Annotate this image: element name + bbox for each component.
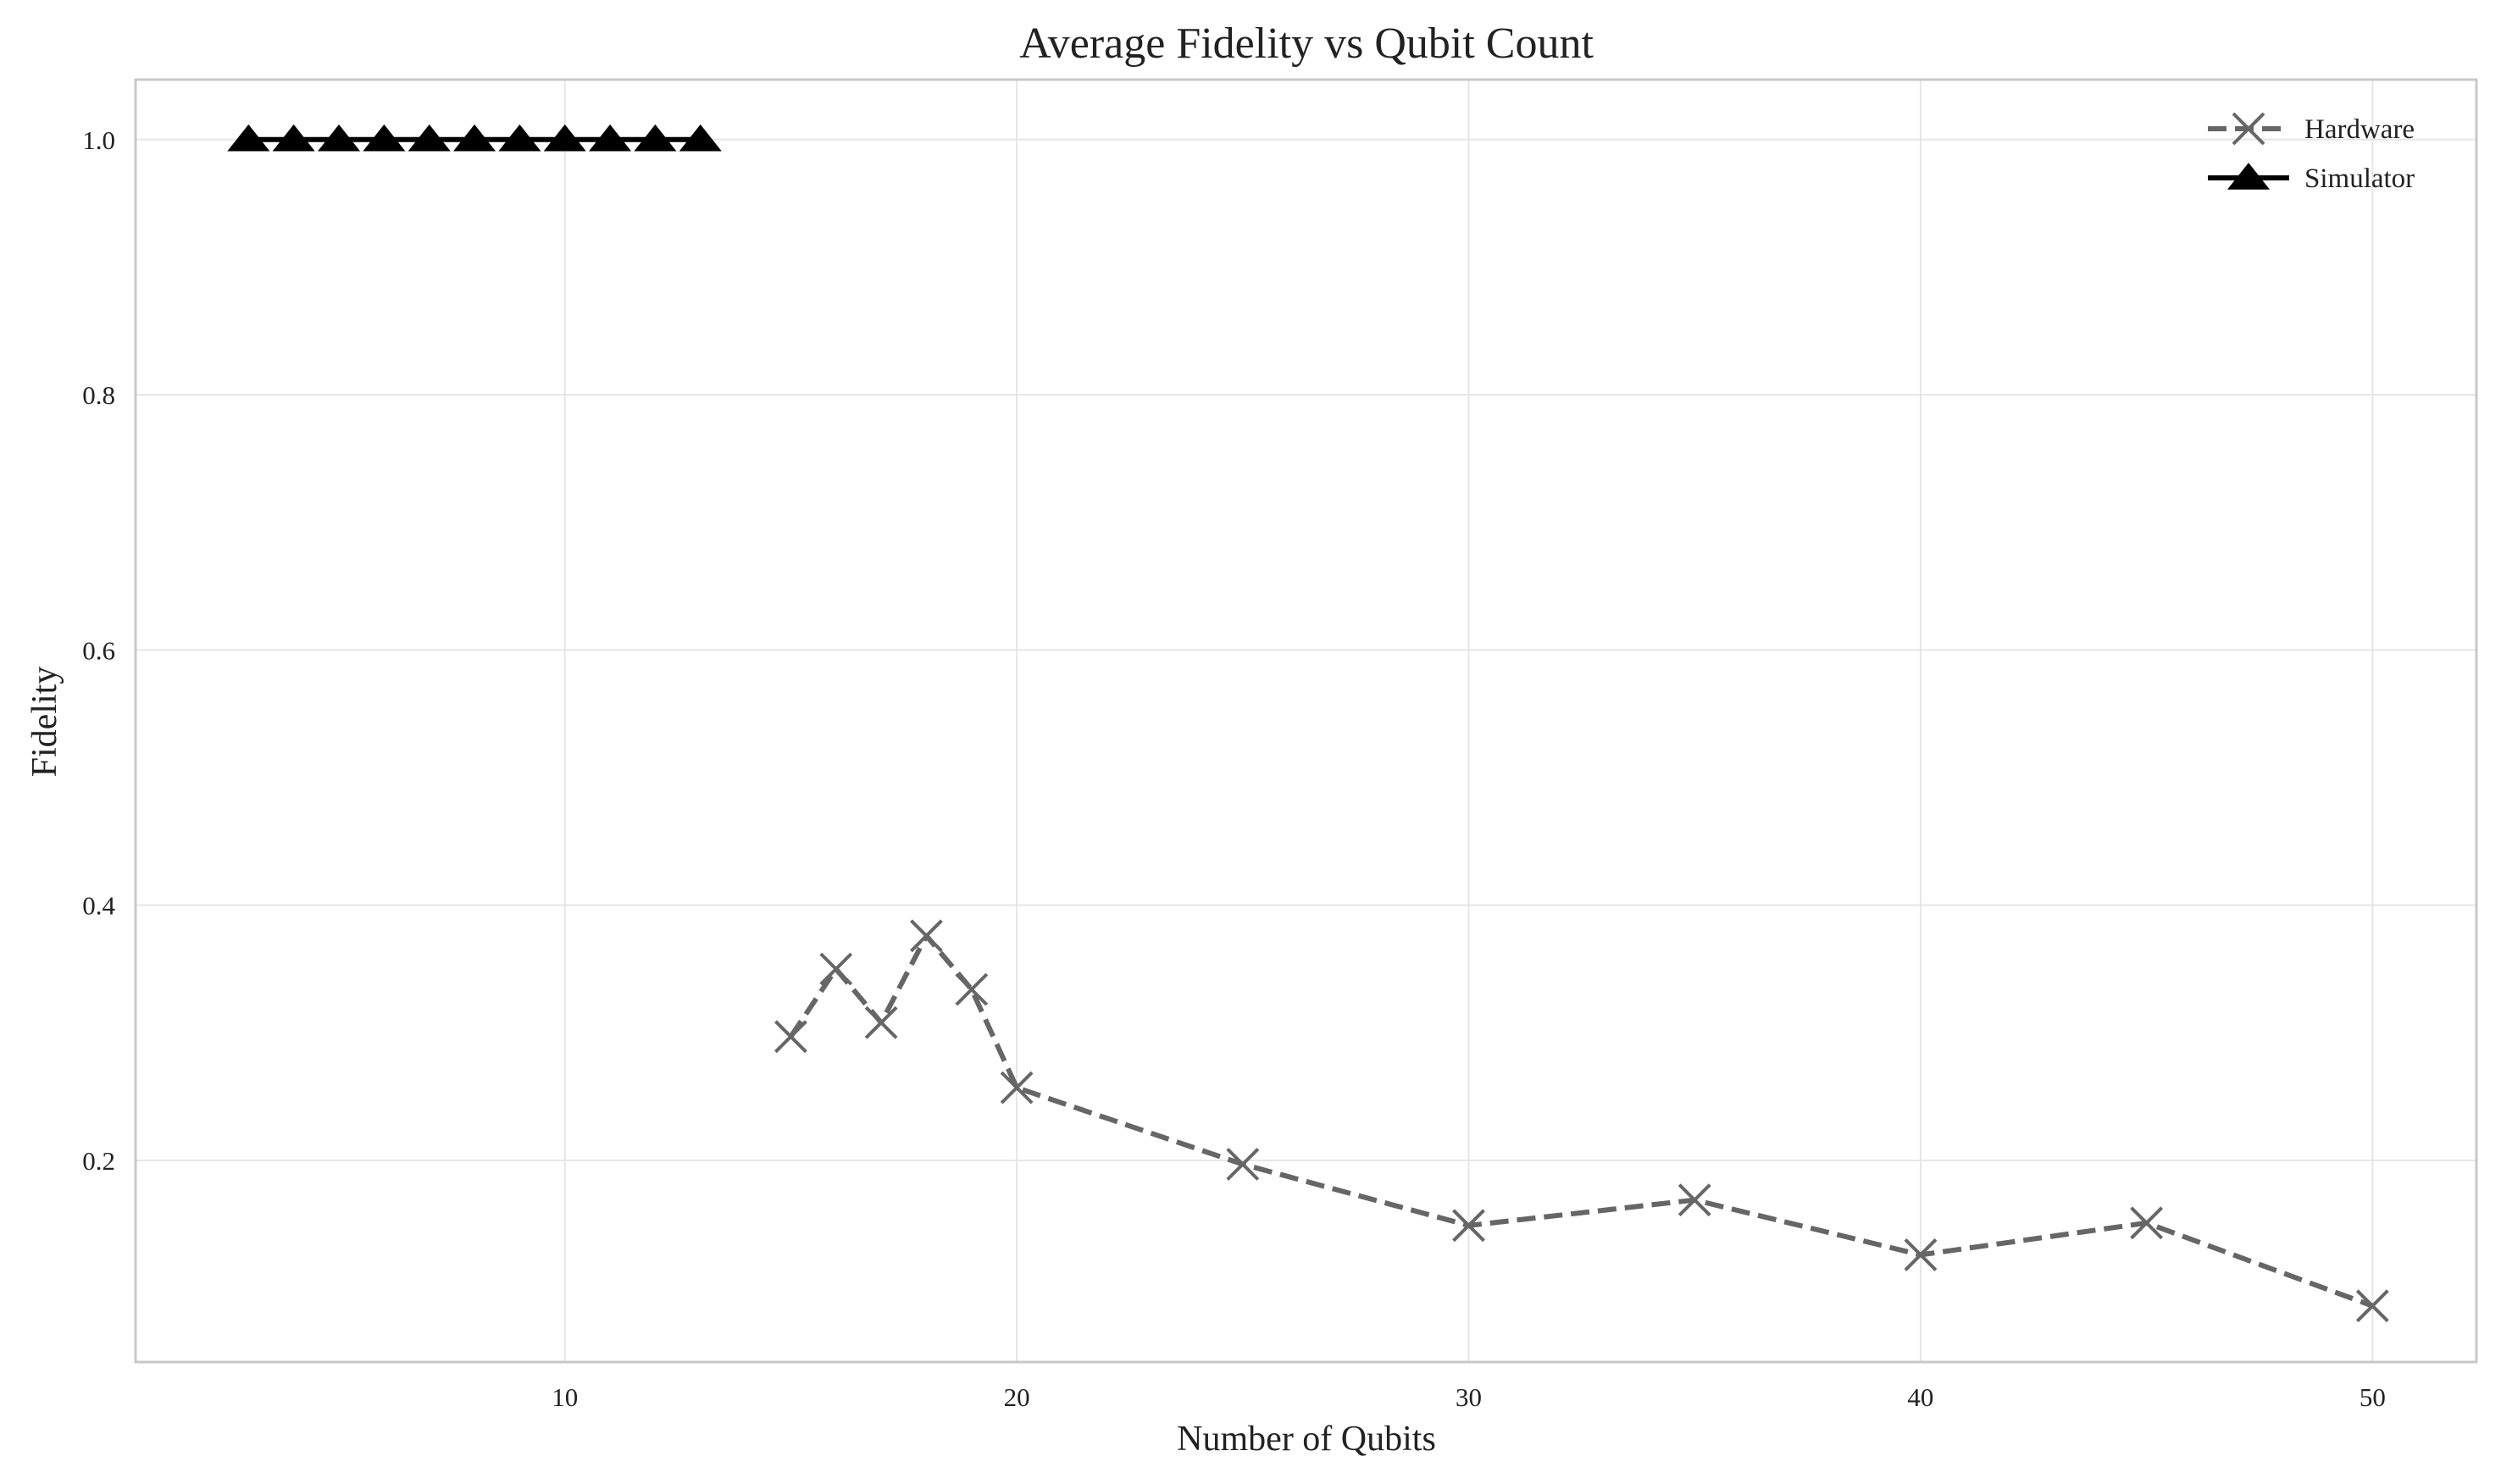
hardware-series (774, 919, 2389, 1323)
grid (136, 80, 2476, 1362)
legend-label-simulator: Simulator (2304, 163, 2415, 194)
hardware-point (1452, 1209, 1485, 1243)
simulator-point (634, 124, 677, 152)
legend: Hardware Simulator (2208, 112, 2415, 194)
y-tick-label: 0.8 (82, 380, 115, 410)
simulator-point (498, 124, 541, 152)
y-axis-title: Fidelity (25, 667, 64, 778)
simulator-point (589, 124, 632, 152)
legend-label-hardware: Hardware (2304, 114, 2415, 145)
chart-title: Average Fidelity vs Qubit Count (1019, 19, 1594, 68)
simulator-point (272, 124, 315, 152)
simulator-series (227, 124, 722, 152)
hardware-point (1904, 1238, 1938, 1271)
simulator-point (227, 124, 270, 152)
x-tick-label: 20 (1004, 1382, 1030, 1412)
legend-marker-simulator (2226, 163, 2271, 190)
x-axis: 10 20 30 40 50 (552, 1382, 2386, 1412)
x-axis-title: Number of Qubits (1177, 1420, 1436, 1459)
hardware-point (1000, 1071, 1034, 1105)
hardware-point (864, 1005, 898, 1039)
y-tick-label: 0.2 (82, 1146, 115, 1176)
y-tick-label: 0.6 (82, 635, 115, 665)
hardware-point (774, 1020, 807, 1054)
legend-marker-hardware (2232, 112, 2265, 146)
y-tick-label: 1.0 (82, 125, 115, 155)
plot-area (134, 78, 2478, 1364)
simulator-point (408, 124, 451, 152)
x-tick-label: 50 (2360, 1382, 2386, 1412)
simulator-point (317, 124, 361, 152)
x-tick-label: 10 (552, 1382, 578, 1412)
x-tick-label: 40 (1907, 1382, 1933, 1412)
hardware-point (2130, 1206, 2164, 1240)
plot-frame (134, 78, 2478, 1364)
simulator-point (543, 124, 586, 152)
simulator-point (453, 124, 496, 152)
simulator-point (679, 124, 722, 152)
hardware-point (1678, 1183, 1711, 1217)
legend-item-hardware: Hardware (2208, 112, 2415, 146)
hardware-point (1226, 1148, 1260, 1181)
x-tick-label: 30 (1456, 1382, 1482, 1412)
hardware-point (2355, 1289, 2389, 1323)
y-axis: 0.2 0.4 0.6 0.8 1.0 (82, 125, 115, 1176)
hardware-point (955, 972, 989, 1006)
simulator-point (363, 124, 406, 152)
series-layer (227, 124, 2389, 1323)
legend-item-simulator: Simulator (2208, 163, 2415, 194)
y-tick-label: 0.4 (82, 891, 115, 921)
hardware-point (910, 919, 943, 953)
hardware-point (819, 952, 853, 986)
